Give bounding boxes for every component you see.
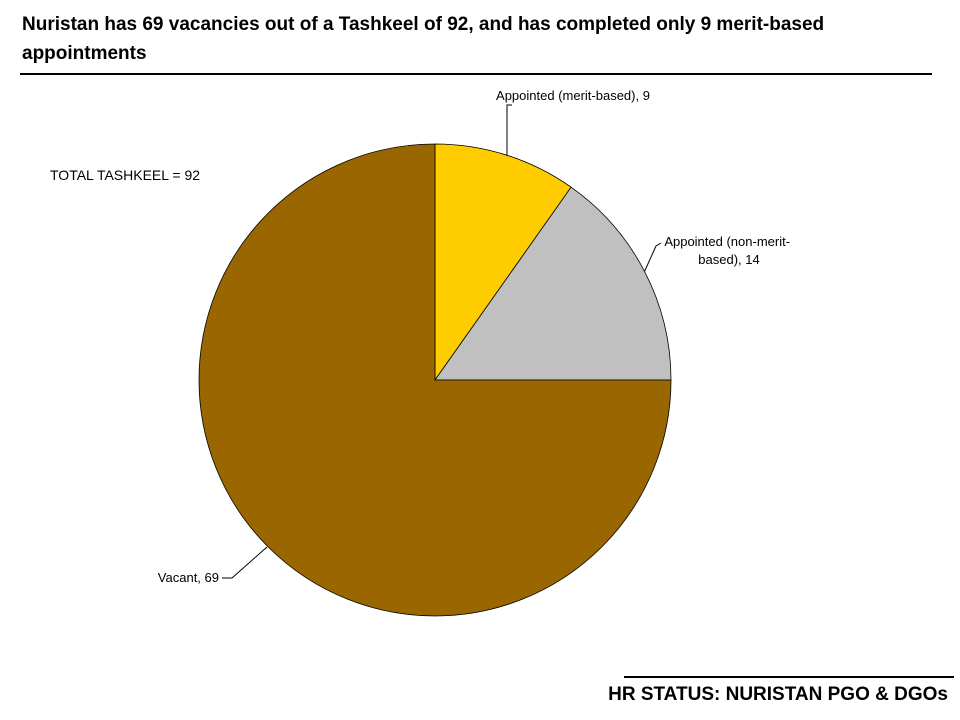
data-label-vacant: Vacant, 69	[158, 570, 219, 585]
data-label-merit: Appointed (merit-based), 9	[496, 88, 650, 103]
leader-line-non-merit	[644, 242, 662, 272]
data-label-non-merit-line1: Appointed (non-merit-	[664, 234, 790, 249]
leader-line-vacant	[222, 546, 268, 579]
leader-line-merit	[506, 104, 512, 156]
total-tashkeel-label: TOTAL TASHKEEL = 92	[50, 167, 201, 183]
leader-lines	[222, 104, 662, 579]
chart-title: Nuristan has 69 vacancies out of a Tashk…	[22, 14, 825, 64]
pie-slices	[198, 143, 672, 617]
data-label-merit-line1: Appointed (merit-based), 9	[496, 88, 650, 103]
pie-slice-merit	[434, 143, 572, 382]
data-label-non-merit-line2: based), 14	[698, 252, 759, 267]
data-label-non-merit: Appointed (non-merit- based), 14	[664, 234, 793, 267]
footer-label: HR STATUS: NURISTAN PGO & DGOs	[608, 684, 948, 705]
title-divider	[20, 73, 932, 75]
footer-divider	[624, 676, 954, 678]
pie-slice-vacant	[198, 143, 672, 617]
